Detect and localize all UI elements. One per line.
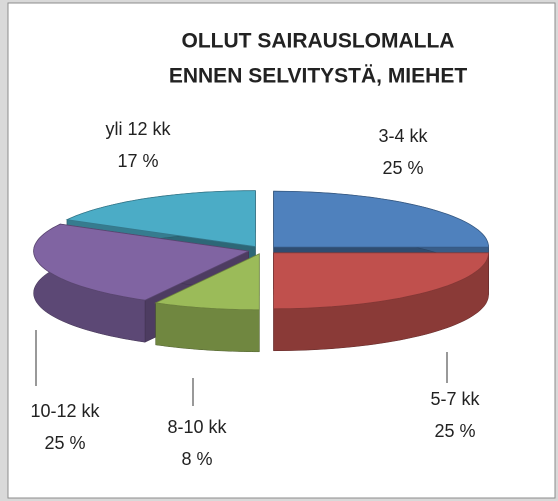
data-label-value: 17 %: [117, 151, 158, 171]
data-label-value: 25 %: [434, 421, 475, 441]
slice-top: [273, 252, 490, 310]
data-label-value: 25 %: [44, 433, 85, 453]
slice-wall: [155, 302, 260, 353]
pie: [33, 190, 490, 353]
data-label-value: 25 %: [382, 158, 423, 178]
slice-top: [33, 223, 250, 301]
data-label-category: 8-10 kk: [167, 417, 227, 437]
data-label-category: yli 12 kk: [105, 119, 171, 139]
data-label-category: 5-7 kk: [430, 389, 480, 409]
data-label-category: 3-4 kk: [378, 126, 428, 146]
data-label-category: 10-12 kk: [30, 401, 100, 421]
chart-title: OLLUT SAIRAUSLOMALLA: [182, 30, 455, 53]
slice: [154, 253, 260, 353]
slice-top: [273, 190, 490, 248]
data-label-value: 8 %: [181, 449, 212, 469]
slice-top: [65, 190, 256, 248]
slice-top: [154, 253, 260, 311]
slice: [273, 252, 490, 352]
chart-title: ENNEN SELVITYSTÄ, MIEHET: [169, 65, 467, 88]
